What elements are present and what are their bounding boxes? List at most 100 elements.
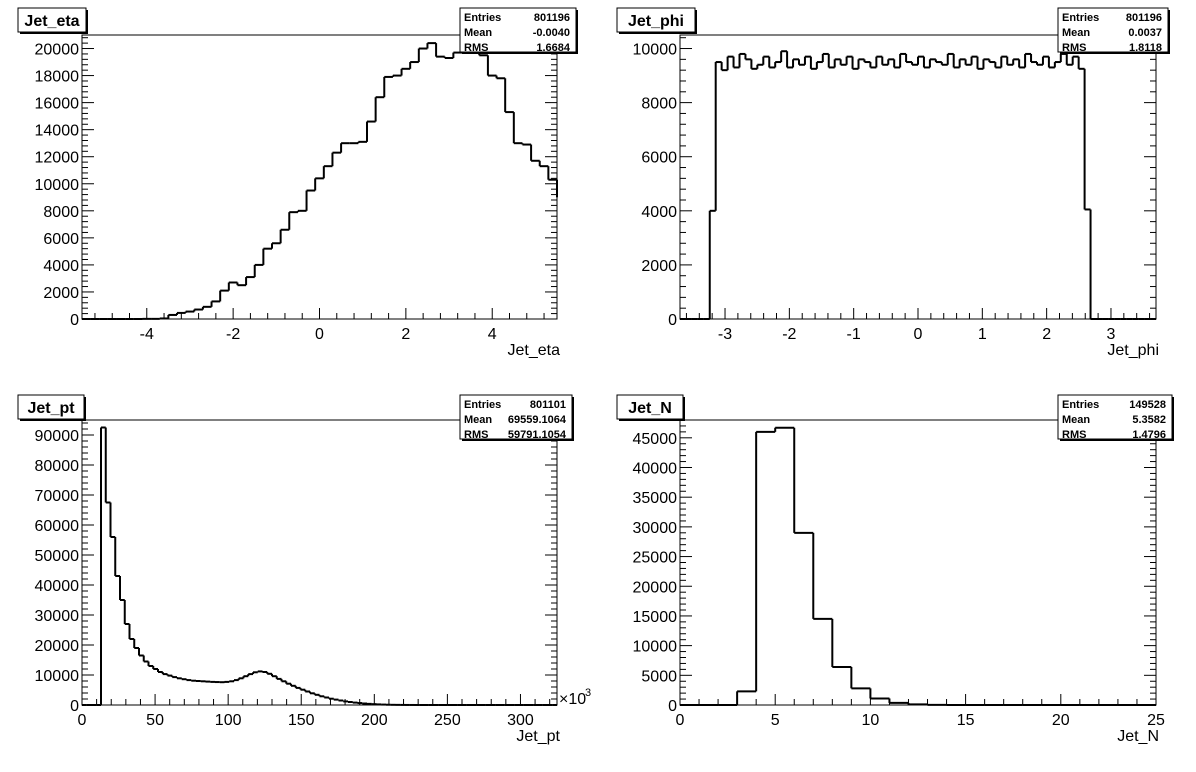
x-tick-label: 25: [1147, 712, 1165, 729]
stats-value: 69559.1064: [508, 414, 567, 426]
x-tick-label: -2: [782, 326, 796, 343]
y-tick-label: 0: [70, 312, 79, 329]
y-tick-label: 30000: [35, 608, 80, 625]
x-axis-label: Jet_eta: [508, 342, 561, 359]
stats-value: 0.0037: [1128, 27, 1162, 39]
y-tick-label: 4000: [43, 258, 79, 275]
y-tick-label: 0: [70, 698, 79, 715]
x-tick-label: 150: [288, 712, 315, 729]
y-tick-label: 40000: [633, 461, 678, 478]
stats-label: Mean: [1062, 27, 1090, 39]
x-axis-label: Jet_N: [1117, 728, 1159, 745]
stats-value: 1.8118: [1129, 42, 1162, 54]
x-tick-label: 10: [862, 712, 880, 729]
y-tick-label: 20000: [35, 638, 80, 655]
y-tick-label: 14000: [35, 123, 80, 140]
y-tick-label: 15000: [633, 609, 678, 626]
y-tick-label: 50000: [35, 548, 80, 565]
x-tick-label: -4: [140, 326, 154, 343]
y-tick-label: 5000: [641, 668, 677, 685]
y-tick-label: 2000: [43, 285, 79, 302]
chart-title: Jet_eta: [24, 13, 79, 30]
y-tick-label: 80000: [35, 458, 80, 475]
y-tick-label: 2000: [641, 258, 677, 275]
stats-label: Mean: [464, 27, 492, 39]
x-tick-label: 3: [1107, 326, 1116, 343]
y-tick-label: 4000: [641, 204, 677, 221]
y-tick-label: 6000: [43, 231, 79, 248]
stats-value: 149528: [1129, 399, 1166, 411]
x-axis-multiplier: ×10: [559, 691, 586, 708]
x-tick-label: 200: [361, 712, 388, 729]
x-tick-label: -3: [718, 326, 732, 343]
x-axis-label: Jet_phi: [1107, 342, 1159, 359]
stats-value: 801196: [534, 12, 570, 24]
y-tick-label: 10000: [35, 668, 80, 685]
y-tick-label: 90000: [35, 428, 80, 445]
chart-title: Jet_N: [628, 400, 672, 417]
histogram-series: [680, 428, 1156, 705]
y-tick-label: 0: [668, 312, 677, 329]
histogram-series: [82, 43, 557, 319]
stats-value: 5.3582: [1132, 414, 1166, 426]
y-tick-label: 45000: [633, 431, 678, 448]
x-axis-label: Jet_pt: [516, 728, 560, 745]
y-tick-label: 25000: [633, 550, 678, 567]
x-tick-label: -1: [847, 326, 861, 343]
y-tick-label: 20000: [35, 42, 80, 59]
y-tick-label: 20000: [633, 579, 678, 596]
y-tick-label: 30000: [633, 520, 678, 537]
stats-value: 801196: [1126, 12, 1162, 24]
plot-frame: [82, 420, 557, 705]
x-tick-label: 4: [488, 326, 497, 343]
chart-panel-jet-pt: 0 50 100 150 200 250 3000100002000030000400005…: [18, 395, 591, 745]
x-tick-label: 5: [771, 712, 780, 729]
stats-label: Mean: [464, 414, 492, 426]
chart-title: Jet_pt: [27, 400, 75, 417]
stats-label: RMS: [1062, 429, 1086, 441]
stats-label: RMS: [1062, 42, 1086, 54]
y-tick-label: 10000: [633, 639, 678, 656]
stats-label: RMS: [464, 42, 488, 54]
stats-label: Entries: [464, 12, 501, 24]
x-tick-label: 1: [978, 326, 987, 343]
stats-label: RMS: [464, 429, 488, 441]
y-tick-label: 6000: [641, 150, 677, 167]
y-tick-label: 18000: [35, 69, 80, 86]
chart-panel-jet-eta: -4 -2 0 2 4 0 2000 4000 6000 8000 10000 12000 14000 1…: [18, 8, 578, 359]
histogram-series: [680, 51, 1156, 319]
y-tick-label: 35000: [633, 490, 678, 507]
chart-panel-jet-phi: -3 -2 -1 0 1 2 3 0 2000 4000 6000 8000 10000 Jet_phi J…: [617, 8, 1170, 359]
chart-title: Jet_phi: [628, 13, 684, 30]
y-tick-label: 40000: [35, 578, 80, 595]
stats-value: -0.0040: [533, 27, 570, 39]
x-tick-label: -2: [226, 326, 240, 343]
x-tick-label: 20: [1052, 712, 1070, 729]
y-tick-label: 8000: [641, 96, 677, 113]
plot-frame: [82, 35, 557, 319]
y-tick-label: 10000: [633, 42, 678, 59]
y-tick-label: 16000: [35, 96, 80, 113]
x-axis-multiplier-exponent: 3: [585, 687, 591, 699]
x-tick-label: 50: [146, 712, 164, 729]
y-tick-label: 12000: [35, 150, 80, 167]
y-tick-label: 10000: [35, 177, 80, 194]
stats-label: Entries: [1062, 399, 1099, 411]
stats-value: 1.4796: [1132, 429, 1166, 441]
plot-frame: [680, 420, 1156, 705]
stats-value: 1.6684: [536, 42, 571, 54]
x-tick-label: 15: [957, 712, 975, 729]
stats-label: Mean: [1062, 414, 1090, 426]
stats-label: Entries: [464, 399, 501, 411]
x-tick-label: 2: [1042, 326, 1051, 343]
y-tick-label: 0: [668, 698, 677, 715]
x-tick-label: 2: [401, 326, 410, 343]
y-tick-label: 60000: [35, 518, 80, 535]
stats-value: 59791.1054: [508, 429, 567, 441]
y-tick-label: 70000: [35, 488, 80, 505]
x-tick-label: 300: [507, 712, 534, 729]
x-tick-label: 100: [215, 712, 242, 729]
chart-panel-jet-n: 0 5 10 15 20 25 0 5000 10000 15000 20000 25000 30000…: [617, 395, 1174, 745]
stats-value: 801101: [530, 399, 566, 411]
